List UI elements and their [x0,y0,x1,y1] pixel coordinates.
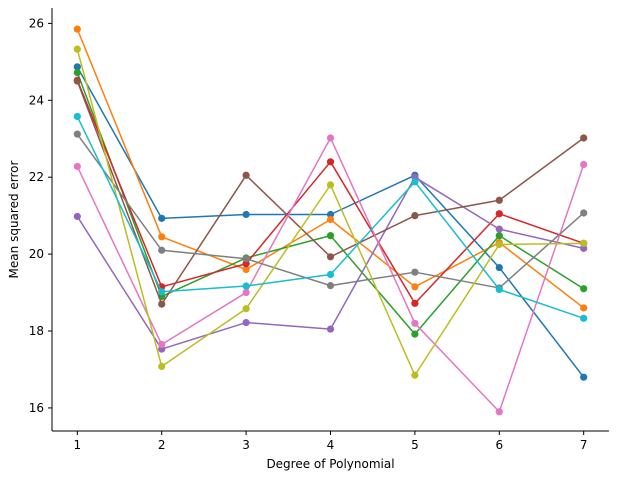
data-point [73,69,81,77]
data-point [73,77,81,85]
x-tick-label: 4 [327,438,335,452]
data-point [73,162,81,171]
x-tick-label: 7 [580,438,588,452]
data-point [158,233,166,241]
data-point [326,282,335,290]
data-point [242,305,250,313]
data-point [495,240,503,249]
y-tick-label: 22 [29,170,44,184]
series-line [76,80,585,305]
data-point [580,285,588,293]
data-point [242,171,250,179]
data-point [495,196,503,204]
x-tick-label: 3 [242,438,250,452]
data-point [158,288,166,296]
series-7 [73,134,588,416]
data-point [158,340,166,349]
x-tick-label: 6 [495,438,503,452]
data-point [242,288,250,297]
data-point [326,158,335,166]
data-point [158,214,166,222]
data-point [326,181,335,189]
data-point [580,209,588,217]
data-point [242,318,250,327]
data-point [326,270,335,279]
x-tick-label: 5 [411,438,419,452]
data-point [73,45,81,53]
y-tick-label: 16 [29,401,44,415]
data-point [411,299,419,307]
data-point [495,232,503,240]
data-point [158,300,166,308]
data-point [580,373,588,381]
x-tick-label: 2 [158,438,166,452]
data-point [326,253,335,261]
data-point [580,160,588,169]
x-axis-label: Degree of Polynomial [266,457,394,471]
y-tick-label: 18 [29,324,44,338]
data-point [326,210,335,219]
data-point [242,255,250,263]
data-point [73,130,81,138]
y-ticks: 16 18 20 22 24 26 [29,16,52,415]
x-ticks: 1 2 3 4 5 6 7 [73,431,588,452]
data-point [495,210,503,218]
data-point [580,314,588,322]
y-tick-label: 20 [29,247,44,261]
data-point [73,212,81,221]
x-tick-label: 1 [73,438,81,452]
data-point [411,268,419,276]
data-point [73,25,81,33]
data-point [495,225,503,233]
series-9 [73,45,588,379]
data-point [411,319,419,327]
data-point [326,232,335,240]
data-point [580,134,588,142]
series-3 [73,69,588,338]
y-axis-label: Mean squared error [7,160,21,278]
series-1 [73,63,588,381]
data-point [242,210,250,219]
data-point [411,283,419,291]
data-point [580,304,588,312]
series-line [76,80,584,305]
data-point [158,362,166,370]
data-point [580,239,588,247]
data-point [411,330,419,338]
data-point [242,282,250,290]
data-point [411,178,419,186]
data-point [326,134,335,142]
data-point [495,408,503,416]
data-point [411,212,419,220]
data-point [495,285,503,294]
data-point [242,265,250,274]
data-point [158,246,166,254]
data-point [580,244,588,252]
data-point [73,63,81,71]
series-6 [73,77,588,308]
y-tick-label: 24 [29,93,44,107]
y-tick-label: 26 [29,16,44,30]
data-point [411,371,419,379]
series-10 [73,112,588,322]
data-point [326,215,335,224]
data-point [495,263,503,272]
plot-area [73,25,588,416]
data-point [73,112,81,121]
data-point [242,260,250,268]
data-point [326,325,335,333]
